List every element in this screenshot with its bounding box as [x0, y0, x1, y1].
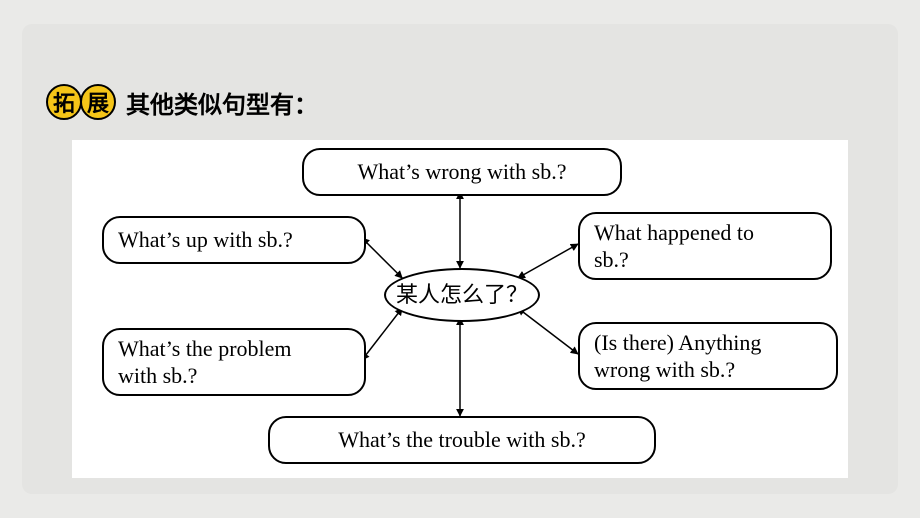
node-center: 某人怎么了？ — [384, 268, 540, 322]
diagram-canvas: 某人怎么了？ What’s wrong with sb.? What’s the… — [72, 140, 848, 478]
node-right-lower-text: (Is there) Anything wrong with sb.? — [580, 329, 836, 384]
node-bottom-text: What’s the trouble with sb.? — [270, 426, 654, 454]
heading: 拓 展 其他类似句型有： — [46, 84, 318, 120]
node-right-lower: (Is there) Anything wrong with sb.? — [578, 322, 838, 390]
node-right-upper: What happened to sb.? — [578, 212, 832, 280]
node-left-lower: What’s the problem with sb.? — [102, 328, 366, 396]
page-root: 拓 展 其他类似句型有： 某人怎么了？ What’s wrong with sb… — [0, 0, 920, 518]
node-top: What’s wrong with sb.? — [302, 148, 622, 196]
node-top-text: What’s wrong with sb.? — [304, 158, 620, 186]
node-left-upper-text: What’s up with sb.? — [104, 226, 364, 254]
heading-text: 其他类似句型有： — [126, 85, 318, 120]
badge-zhan: 展 — [80, 84, 116, 120]
node-right-upper-text: What happened to sb.? — [580, 219, 830, 274]
node-bottom: What’s the trouble with sb.? — [268, 416, 656, 464]
node-center-text: 某人怎么了？ — [386, 281, 538, 309]
node-left-upper: What’s up with sb.? — [102, 216, 366, 264]
badge-tuo: 拓 — [46, 84, 82, 120]
node-left-lower-text: What’s the problem with sb.? — [104, 335, 364, 390]
